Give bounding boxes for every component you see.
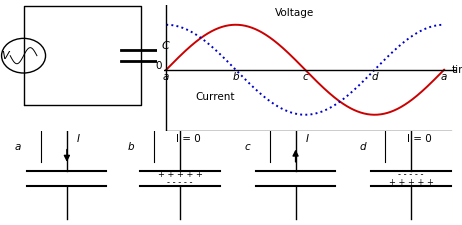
Text: V: V <box>1 51 8 61</box>
Text: I = 0: I = 0 <box>176 135 201 144</box>
Text: b: b <box>232 72 239 82</box>
Text: b: b <box>128 142 135 152</box>
Text: Current: Current <box>195 92 235 102</box>
Text: time: time <box>452 65 462 75</box>
Text: + + + + +: + + + + + <box>389 178 433 187</box>
Text: 0: 0 <box>155 61 162 71</box>
Text: - - - - -: - - - - - <box>398 170 424 179</box>
Text: C: C <box>161 41 169 51</box>
Text: a: a <box>15 142 21 152</box>
Text: I: I <box>305 135 308 144</box>
Text: I = 0: I = 0 <box>407 135 432 144</box>
Text: - - - - -: - - - - - <box>167 178 193 187</box>
Text: d: d <box>359 142 366 152</box>
Text: a: a <box>441 72 447 82</box>
Text: + + + + +: + + + + + <box>158 170 202 179</box>
Text: c: c <box>244 142 250 152</box>
Text: c: c <box>302 72 308 82</box>
Text: a: a <box>163 72 170 82</box>
Text: d: d <box>371 72 378 82</box>
Text: Voltage: Voltage <box>274 9 314 18</box>
Text: I: I <box>77 135 79 144</box>
